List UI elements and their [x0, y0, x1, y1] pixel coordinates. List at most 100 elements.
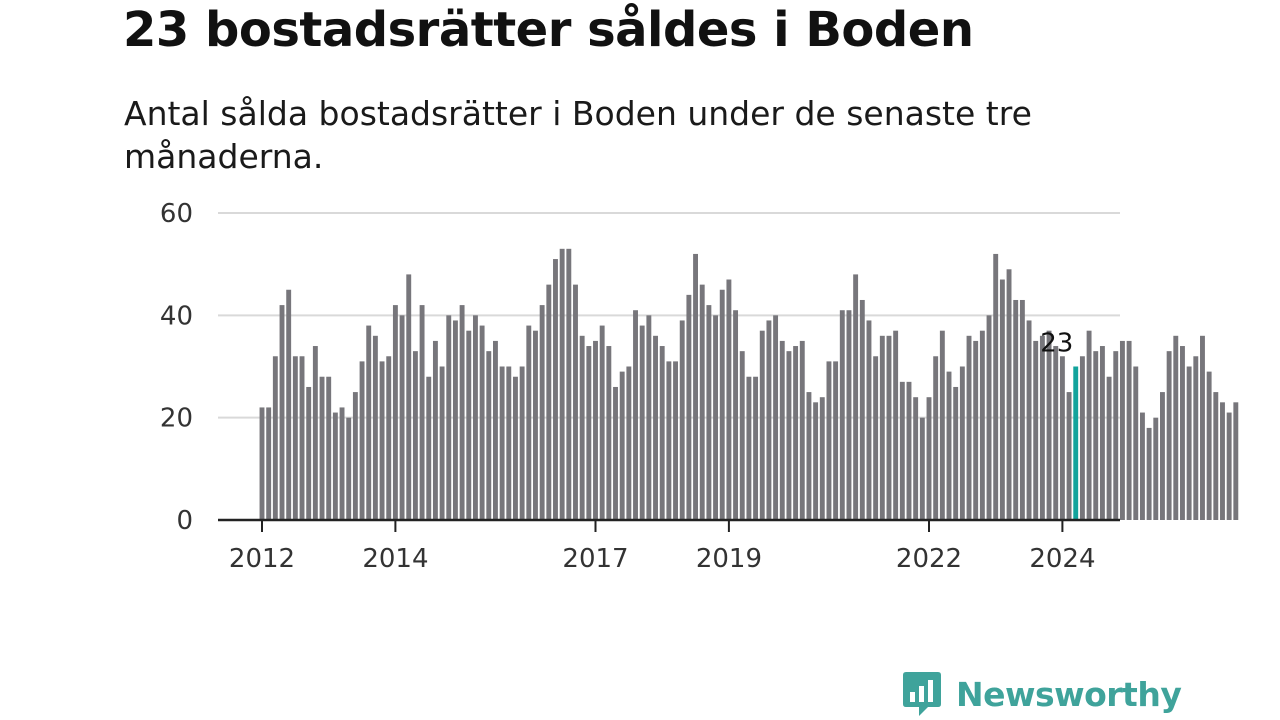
- bar: [1233, 402, 1239, 520]
- bar: [1146, 427, 1152, 520]
- bar: [833, 361, 839, 520]
- bar: [586, 346, 592, 520]
- bar: [779, 340, 785, 520]
- bar: [1053, 346, 1059, 520]
- bar: [559, 248, 565, 521]
- bar: [1200, 335, 1205, 520]
- bar: [686, 294, 692, 520]
- bar: [666, 361, 672, 520]
- bar: [299, 356, 305, 520]
- bar: [1046, 330, 1052, 520]
- bar: [286, 289, 292, 520]
- bar: [1153, 417, 1159, 520]
- bar: [472, 315, 478, 520]
- bar: [1079, 356, 1085, 520]
- bar: [1026, 320, 1032, 520]
- bar: [399, 315, 405, 520]
- bar: [493, 340, 498, 520]
- bar: [579, 335, 585, 520]
- bar: [506, 366, 512, 520]
- bar: [879, 335, 885, 520]
- bar: [1139, 412, 1145, 520]
- bar: [1039, 335, 1045, 520]
- bar: [946, 371, 952, 520]
- bar: [599, 325, 605, 520]
- bar: [1133, 366, 1139, 520]
- bar: [326, 376, 332, 520]
- bar: [826, 361, 832, 520]
- bar: [813, 402, 819, 520]
- bar: [1126, 340, 1132, 520]
- bar: [766, 320, 772, 520]
- bar: [939, 330, 945, 520]
- y-tick-label: 0: [176, 506, 193, 536]
- bar: [639, 325, 645, 520]
- highlight-data-label: 23: [1040, 329, 1073, 359]
- bar: [339, 407, 345, 520]
- bar: [1186, 366, 1192, 520]
- bar: [272, 356, 278, 520]
- y-tick-label: 40: [160, 301, 193, 331]
- bar: [426, 376, 432, 520]
- bar: [993, 253, 999, 520]
- bar: [332, 412, 338, 520]
- bar: [846, 310, 852, 520]
- bar: [392, 305, 398, 520]
- bar: [959, 366, 965, 520]
- bar: [839, 310, 845, 520]
- bar: [312, 346, 318, 520]
- x-tick-label: 2014: [362, 544, 428, 574]
- bar: [533, 330, 538, 520]
- bar: [519, 366, 525, 520]
- bar: [919, 417, 925, 520]
- bar: [886, 335, 892, 520]
- bar: [746, 376, 752, 520]
- bar: [513, 376, 518, 520]
- bar: [1019, 299, 1025, 520]
- bar: [706, 305, 712, 520]
- bar: [419, 305, 425, 520]
- bar: [1173, 335, 1179, 520]
- bar: [1013, 299, 1019, 520]
- bar-highlight: [1073, 366, 1079, 520]
- bar: [553, 259, 558, 520]
- bar: [806, 392, 812, 520]
- bar: [1193, 356, 1199, 520]
- bar: [926, 397, 932, 520]
- axes: [218, 518, 1120, 532]
- x-tick-label: 2024: [1029, 544, 1095, 574]
- bar: [259, 407, 265, 520]
- bar: [372, 335, 378, 520]
- bar: [573, 284, 578, 520]
- bar: [1033, 340, 1039, 520]
- bar: [386, 356, 392, 520]
- bar: [1226, 412, 1232, 520]
- bar: [713, 315, 719, 520]
- x-tick-label: 2017: [562, 544, 628, 574]
- bar: [279, 305, 285, 520]
- bar: [859, 299, 865, 520]
- bar: [906, 381, 912, 520]
- bar: [626, 366, 632, 520]
- bar: [973, 340, 979, 520]
- bar: [439, 366, 445, 520]
- bar: [793, 346, 799, 520]
- brand-name: Newsworthy: [956, 674, 1182, 714]
- bar: [1093, 351, 1099, 520]
- bar: [446, 315, 452, 520]
- bar: [526, 325, 532, 520]
- bar: [412, 351, 418, 520]
- newsworthy-logo-icon: [903, 672, 941, 716]
- bar: [359, 361, 365, 520]
- bar: [499, 366, 505, 520]
- bar: [933, 356, 939, 520]
- y-tick-label: 20: [160, 404, 193, 434]
- bar: [866, 320, 872, 520]
- bar: [379, 361, 385, 520]
- bar: [819, 397, 825, 520]
- bar: [979, 330, 985, 520]
- bar: [893, 330, 899, 520]
- bar: [352, 392, 358, 520]
- bar: [953, 386, 959, 520]
- bar: [1006, 269, 1012, 520]
